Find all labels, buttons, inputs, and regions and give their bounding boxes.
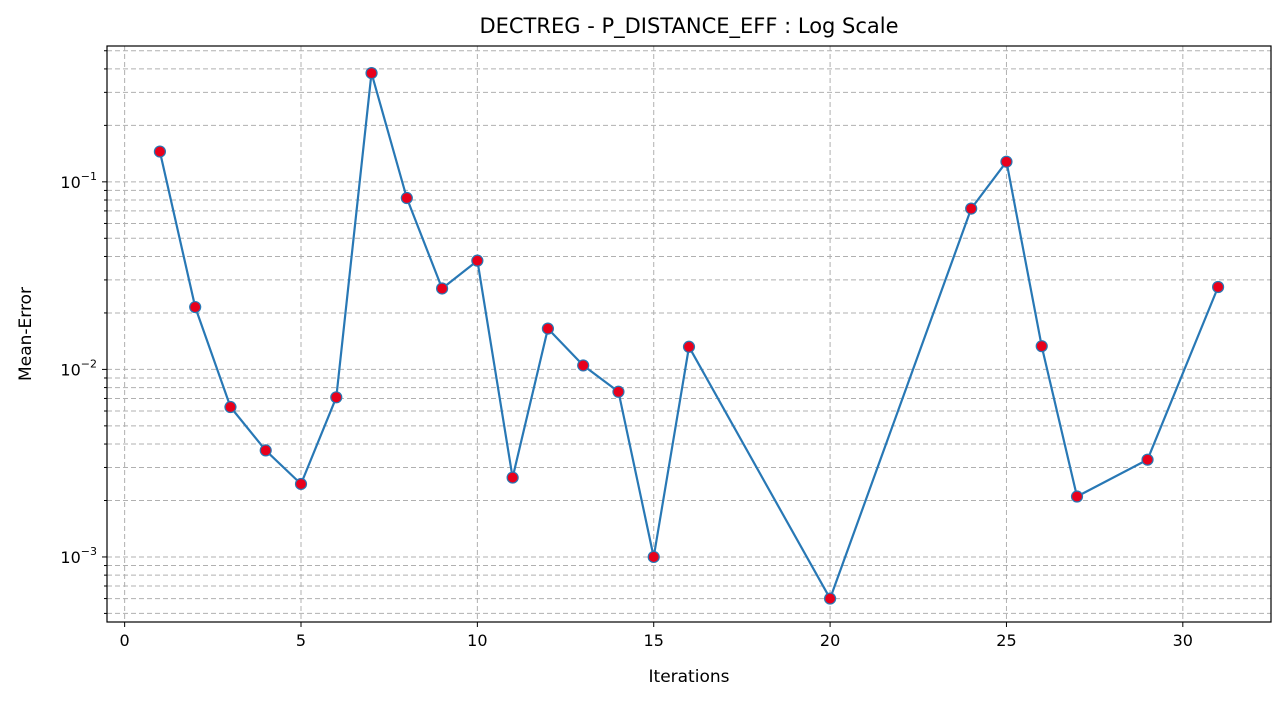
plot-frame bbox=[106, 45, 1272, 623]
y-tick-label: 10−1 bbox=[60, 170, 97, 192]
data-point bbox=[330, 391, 343, 404]
data-point bbox=[1035, 340, 1048, 353]
x-tick-label: 20 bbox=[820, 631, 840, 650]
series-line bbox=[158, 71, 1220, 600]
data-point bbox=[1070, 490, 1084, 503]
data-point bbox=[400, 191, 413, 205]
data-point bbox=[294, 477, 308, 491]
data-point bbox=[153, 145, 167, 158]
data-point bbox=[189, 300, 202, 314]
x-tick-label: 30 bbox=[1173, 631, 1193, 650]
data-point bbox=[506, 471, 519, 484]
data-point bbox=[435, 282, 449, 295]
data-point bbox=[823, 592, 837, 605]
data-point bbox=[224, 400, 237, 414]
data-point bbox=[965, 202, 978, 215]
x-tick-label: 25 bbox=[996, 631, 1016, 650]
grid-lines bbox=[107, 46, 1271, 622]
x-tick-label: 0 bbox=[120, 631, 130, 650]
y-tick-label: 10−3 bbox=[60, 545, 97, 567]
x-tick-label: 10 bbox=[467, 631, 487, 650]
x-tick-label: 5 bbox=[296, 631, 306, 650]
x-axis-label: Iterations bbox=[649, 667, 730, 687]
data-point bbox=[259, 444, 272, 457]
chart-title: DECTREG - P_DISTANCE_EFF : Log Scale bbox=[479, 14, 898, 39]
data-point bbox=[647, 550, 660, 564]
data-point bbox=[1000, 155, 1013, 168]
data-point bbox=[541, 322, 555, 335]
data-point bbox=[1211, 280, 1225, 294]
data-point bbox=[365, 67, 378, 80]
data-point bbox=[682, 340, 696, 353]
y-tick-label: 10−2 bbox=[60, 357, 97, 379]
data-point bbox=[612, 385, 625, 398]
series-layer bbox=[153, 67, 1225, 605]
data-point bbox=[471, 254, 484, 267]
data-point bbox=[1141, 453, 1154, 466]
x-tick-label: 15 bbox=[644, 631, 664, 650]
axis-ticks: 0 5 10 15 20 25 30 10−3 10−2 10−1 bbox=[60, 50, 1193, 650]
data-point bbox=[577, 359, 590, 372]
y-axis-label: Mean-Error bbox=[16, 287, 36, 381]
